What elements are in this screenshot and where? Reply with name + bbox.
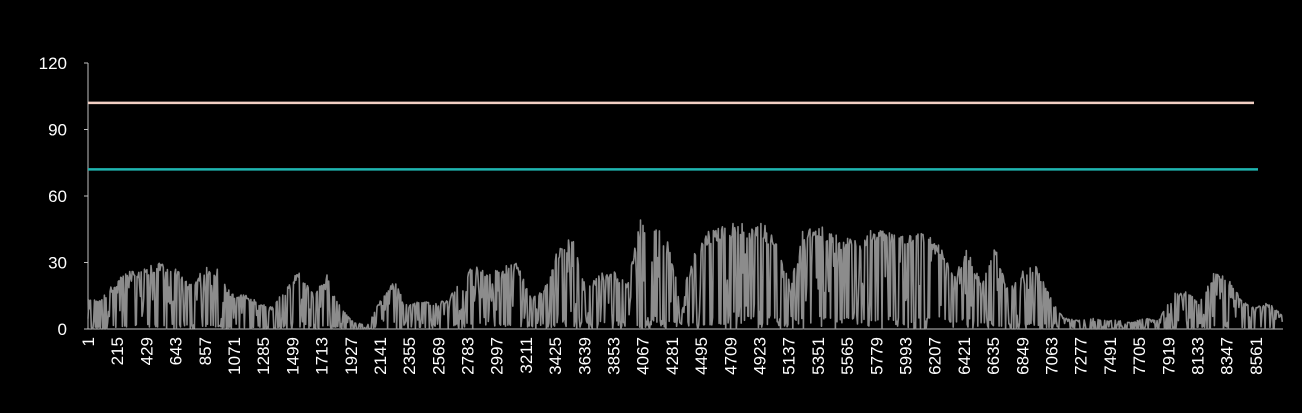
x-tick-label: 2355	[400, 337, 419, 375]
series-layer	[87, 101, 1284, 330]
y-tick-label: 90	[48, 121, 67, 140]
x-tick-label: 5137	[780, 337, 799, 375]
x-tick-label: 4067	[634, 337, 653, 375]
x-tick-label: 3639	[575, 337, 594, 375]
x-tick-label: 2783	[459, 337, 478, 375]
y-tick-label: 60	[48, 187, 67, 206]
x-tick-label: 215	[108, 337, 127, 365]
x-axis: 1 215 429 643 857 1071 1285 1499 1713 1927 2141 235…	[79, 328, 1283, 375]
x-tick-label: 2141	[371, 337, 390, 375]
x-tick-label: 4281	[663, 337, 682, 375]
x-tick-label: 5565	[838, 337, 857, 375]
x-tick-label: 6421	[955, 337, 974, 375]
x-tick-label: 5993	[896, 337, 915, 375]
y-tick-label: 0	[58, 320, 67, 339]
x-tick-label: 1927	[342, 337, 361, 375]
y-axis: 0 30 60 90 120	[39, 54, 89, 339]
x-tick-label: 3211	[517, 337, 536, 374]
series-line-gray	[87, 219, 1284, 330]
x-tick-label: 1285	[254, 337, 273, 375]
x-tick-label: 8561	[1247, 337, 1266, 375]
x-tick-label: 2569	[429, 337, 448, 375]
x-tick-label: 2997	[488, 337, 507, 375]
x-tick-label: 1713	[313, 337, 332, 375]
x-tick-label: 429	[137, 337, 156, 365]
x-tick-label: 4709	[721, 337, 740, 375]
x-tick-label: 5351	[809, 337, 828, 375]
x-tick-label: 7277	[1072, 337, 1091, 375]
x-tick-label: 6635	[984, 337, 1003, 375]
x-tick-label: 3425	[546, 337, 565, 375]
x-tick-label: 7705	[1130, 337, 1149, 375]
x-tick-label: 6849	[1013, 337, 1032, 375]
x-tick-label: 7063	[1042, 337, 1061, 375]
x-tick-label: 7919	[1159, 337, 1178, 375]
y-tick-label: 120	[39, 54, 67, 73]
x-tick-label: 5779	[867, 337, 886, 375]
x-tick-label: 1499	[283, 337, 302, 375]
x-tick-label: 8347	[1218, 337, 1237, 375]
x-tick-label: 8133	[1188, 337, 1207, 375]
x-tick-label: 1071	[225, 337, 244, 375]
x-tick-label: 4495	[692, 337, 711, 375]
x-tick-label: 3853	[605, 337, 624, 375]
x-tick-label: 7491	[1101, 337, 1120, 375]
x-tick-label: 6207	[926, 337, 945, 375]
x-tick-label: 1	[79, 337, 98, 346]
x-tick-label: 4923	[751, 337, 770, 375]
y-tick-label: 30	[48, 254, 67, 273]
x-tick-label: 643	[167, 337, 186, 365]
x-tick-label: 857	[196, 337, 215, 365]
